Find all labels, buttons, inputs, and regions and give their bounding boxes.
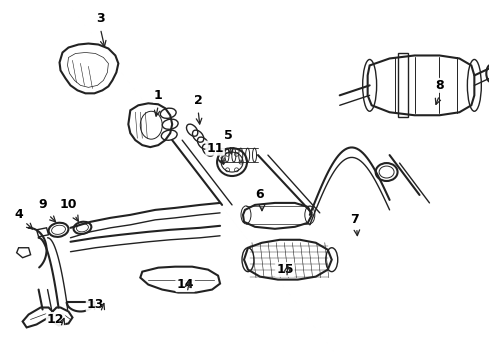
Text: 10: 10	[60, 198, 77, 211]
Text: 9: 9	[38, 198, 47, 211]
Text: 11: 11	[206, 141, 224, 155]
Text: 2: 2	[194, 94, 202, 107]
Text: 15: 15	[276, 263, 294, 276]
Text: 3: 3	[96, 12, 105, 25]
Text: 5: 5	[223, 129, 232, 142]
Text: 14: 14	[176, 278, 194, 291]
Text: 1: 1	[154, 89, 163, 102]
Text: 8: 8	[435, 79, 444, 92]
Text: 4: 4	[14, 208, 23, 221]
Text: 6: 6	[256, 188, 264, 202]
Text: 13: 13	[87, 298, 104, 311]
Text: 12: 12	[47, 313, 64, 326]
Text: 7: 7	[350, 213, 359, 226]
